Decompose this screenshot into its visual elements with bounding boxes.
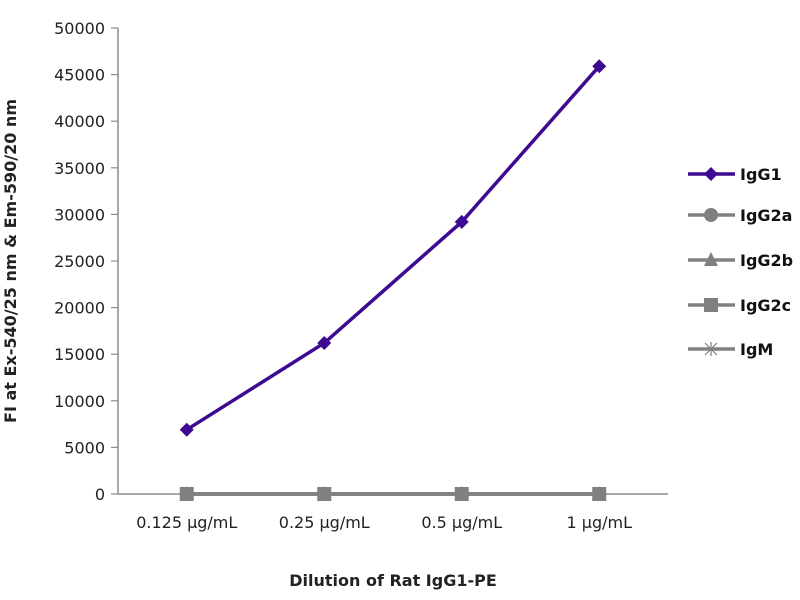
data-point-IgG1 xyxy=(317,336,332,351)
data-point-IgG2a xyxy=(592,487,607,501)
data-point-IgG2a xyxy=(317,487,332,501)
y-axis-title: FI at Ex-540/25 nm & Em-590/20 nm xyxy=(1,99,20,423)
y-tick-label: 10000 xyxy=(54,392,105,411)
legend-marker-IgG1 xyxy=(704,167,718,181)
x-tick-label: 0.125 µg/mL xyxy=(136,513,237,532)
y-tick-label: 30000 xyxy=(54,205,105,224)
y-tick-label: 45000 xyxy=(54,66,105,85)
data-point-IgG1 xyxy=(454,214,469,229)
y-tick-label: 15000 xyxy=(54,345,105,364)
x-tick-label: 1 µg/mL xyxy=(567,513,633,532)
y-tick-label: 35000 xyxy=(54,159,105,178)
legend-label: IgG2c xyxy=(740,296,791,315)
legend-marker-IgG2b xyxy=(704,252,718,266)
legend-marker-IgG2a xyxy=(704,208,718,222)
data-point-IgG2a xyxy=(454,487,469,501)
legend-label: IgG2a xyxy=(740,206,792,225)
data-point-IgG1 xyxy=(179,422,194,437)
legend-label: IgG2b xyxy=(740,251,793,270)
y-tick-label: 50000 xyxy=(54,19,105,38)
legend-label: IgM xyxy=(740,340,773,359)
legend-label: IgG1 xyxy=(740,165,782,184)
y-tick-label: 5000 xyxy=(64,438,105,457)
data-point-IgG2a xyxy=(179,487,194,501)
y-tick-label: 0 xyxy=(95,485,105,504)
y-tick-label: 20000 xyxy=(54,299,105,318)
x-tick-label: 0.25 µg/mL xyxy=(279,513,370,532)
series-line-IgG1 xyxy=(185,65,601,432)
data-point-IgG1 xyxy=(592,59,607,74)
y-tick-label: 40000 xyxy=(54,112,105,131)
x-axis-title: Dilution of Rat IgG1-PE xyxy=(289,571,497,590)
legend-marker-IgG2c xyxy=(704,298,718,312)
x-tick-label: 0.5 µg/mL xyxy=(421,513,502,532)
y-tick-label: 25000 xyxy=(54,252,105,271)
legend-marker-IgM xyxy=(704,342,718,356)
